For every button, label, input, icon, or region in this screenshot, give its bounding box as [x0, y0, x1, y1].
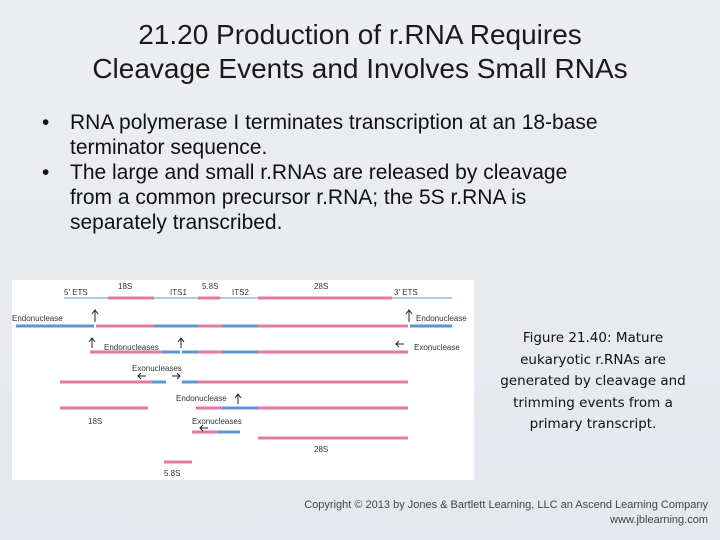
arrow-up-icon	[405, 309, 413, 322]
caption-line: generated by cleavage and	[500, 373, 686, 389]
copyright-footer: Copyright © 2013 by Jones & Bartlett Lea…	[304, 498, 708, 528]
label-its1: ITS1	[170, 288, 187, 297]
label-endonucleases: Endonucleases	[104, 343, 159, 352]
slide-title: 21.20 Production of r.RNA Requires Cleav…	[0, 18, 720, 86]
label-18s-bottom: 18S	[88, 417, 102, 426]
rrna-processing-figure: 5' ETS 18S ITS1 5.8S ITS2 28S 3' ETS End…	[12, 280, 474, 480]
label-5-8s-bottom: 5.8S	[164, 469, 180, 478]
website-url: www.jblearning.com	[610, 514, 708, 526]
caption-line: trimming events from a	[513, 394, 673, 411]
title-line-2: Cleavage Events and Involves Small RNAs	[92, 53, 628, 84]
arrow-up-icon	[91, 309, 99, 322]
primary-transcript	[64, 296, 452, 300]
caption-line: eukaryotic r.RNAs are	[520, 351, 666, 368]
bullet-text-line: separately transcribed.	[70, 211, 283, 234]
segment-28s	[258, 296, 392, 300]
figure-caption: Figure 21.40: Mature eukaryotic r.RNAs a…	[490, 328, 696, 436]
label-endonuclease-mid: Endonuclease	[176, 394, 227, 403]
label-exonucleases-1: Exonucleases	[132, 364, 182, 373]
bullet-text-line: from a common precursor r.RNA; the 5S r.…	[70, 186, 527, 209]
arrow-left-icon	[395, 340, 404, 348]
rrna-processing-diagram: 5' ETS 18S ITS1 5.8S ITS2 28S 3' ETS End…	[12, 282, 467, 478]
label-exonuclease-right: Exonuclease	[414, 343, 460, 352]
label-its2: ITS2	[232, 288, 249, 297]
arrow-left-icon	[137, 372, 146, 380]
segment-18s	[108, 296, 154, 300]
bullet-dot: •	[42, 111, 50, 134]
label-28s-bottom: 28S	[314, 445, 328, 454]
label-5-8s-top: 5.8S	[202, 282, 218, 291]
label-5-ets: 5' ETS	[64, 288, 88, 297]
label-exonucleases-2: Exonucleases	[192, 417, 242, 426]
arrow-up-icon	[88, 337, 96, 348]
arrow-up-icon	[177, 337, 185, 348]
bullet-list: • RNA polymerase I terminates transcript…	[40, 110, 690, 235]
arrow-up-icon	[234, 393, 242, 404]
bullet-text-line: The large and small r.RNAs are released …	[70, 161, 568, 184]
exonuclease-row-2	[192, 430, 408, 440]
bullet-text-line: RNA polymerase I terminates transcriptio…	[70, 111, 598, 134]
caption-line: Figure 21.40: Mature	[522, 330, 664, 346]
label-3-ets: 3' ETS	[394, 288, 418, 297]
copyright-text: Copyright © 2013 by Jones & Bartlett Lea…	[304, 499, 708, 511]
arrow-left-icon	[199, 424, 208, 432]
label-endonuclease-right: Endonuclease	[416, 314, 467, 323]
bullet-text-line: terminator sequence.	[70, 136, 268, 159]
segment-5-8s	[198, 296, 220, 300]
bullet-item: • The large and small r.RNAs are release…	[40, 160, 690, 235]
label-28s-top: 28S	[314, 282, 328, 291]
bullet-dot: •	[42, 161, 50, 184]
title-line-1: 21.20 Production of r.RNA Requires	[138, 19, 582, 50]
label-18s-top: 18S	[118, 282, 132, 291]
arrow-right-icon	[172, 372, 181, 380]
bullet-item: • RNA polymerase I terminates transcript…	[40, 110, 690, 160]
caption-line: primary transcript.	[529, 416, 657, 432]
label-endonuclease-left: Endonuclease	[12, 314, 63, 323]
